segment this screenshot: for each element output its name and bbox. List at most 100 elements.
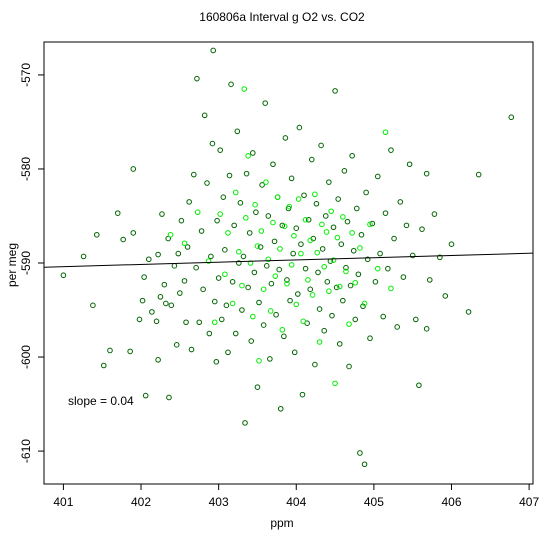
data-point [419,226,425,232]
data-point [293,225,300,231]
data-point [279,326,286,333]
data-point [184,244,191,250]
data-point [161,281,168,288]
data-point [290,250,296,257]
data-point [341,168,348,174]
data-point [243,170,250,177]
data-point [181,240,188,247]
data-point [300,318,307,325]
data-point [153,318,160,325]
data-point [313,200,320,207]
data-point [284,280,290,287]
data-point [333,284,340,291]
data-point [316,306,323,312]
data-point [193,264,199,271]
data-point [229,300,236,307]
data-point [246,230,253,236]
data-point [209,140,216,147]
data-point [336,341,343,347]
data-point [222,271,228,278]
data-point [157,294,164,300]
data-point [406,161,413,168]
data-point [267,308,274,314]
data-point [215,275,222,281]
data-point [175,250,182,257]
data-point [130,230,137,236]
data-point [276,266,282,273]
data-point [377,250,383,257]
data-point [236,248,242,255]
y-axis: -570 -580 -590 -600 -610 [19,63,45,463]
data-point [312,361,318,368]
data-point [352,279,359,286]
data-point [388,285,394,292]
data-point [344,218,351,225]
data-point [205,258,212,264]
y-tick-label: -610 [19,439,33,463]
data-point [217,147,223,153]
data-point [442,293,449,299]
data-point [214,217,220,224]
data-point [262,100,269,106]
data-point [260,322,267,328]
data-point [426,277,433,283]
data-point [413,316,419,323]
data-point [242,420,248,426]
data-point [298,250,304,257]
data-point [374,265,381,272]
data-point [270,219,276,226]
data-point [155,357,161,363]
data-point [220,194,227,200]
chart-title: 160806a Interval g O2 vs. CO2 [199,10,365,24]
data-point [360,303,366,310]
data-point [141,274,147,280]
data-point [260,286,267,293]
data-point [232,189,239,196]
data-point [291,349,298,356]
data-point [363,189,369,196]
data-point [347,282,354,289]
data-point [288,262,295,268]
data-point [326,288,332,295]
data-point [437,254,443,261]
data-point [80,253,87,260]
data-point [239,307,245,313]
data-point [323,229,330,235]
data-point [350,247,357,254]
data-point [247,260,254,266]
data-point [263,179,269,185]
data-point [277,405,284,412]
data-point [281,223,288,230]
x-tick-label: 407 [519,495,539,509]
data-point [309,292,316,298]
data-point [448,241,455,247]
data-point [409,252,416,259]
data-point [265,213,272,219]
data-point [281,333,287,340]
data-point [253,209,259,216]
data-point [245,284,251,291]
data-point [231,222,237,229]
y-tick-label: -600 [19,345,33,369]
data-point [374,173,381,180]
data-point [188,346,195,353]
data-point [194,75,200,82]
data-point [286,203,293,210]
data-point [295,291,301,297]
data-point [322,213,329,219]
regression-line [43,252,534,268]
data-point [211,298,218,305]
data-point [305,277,311,283]
data-point [114,210,121,216]
data-point [196,319,203,326]
data-point [263,263,270,269]
data-point [90,302,96,309]
data-point [186,199,192,205]
data-point [295,196,302,202]
data-point [177,290,183,296]
data-point [159,211,165,217]
data-point [120,236,126,243]
y-tick-label: -570 [19,63,33,87]
data-point [234,128,241,135]
